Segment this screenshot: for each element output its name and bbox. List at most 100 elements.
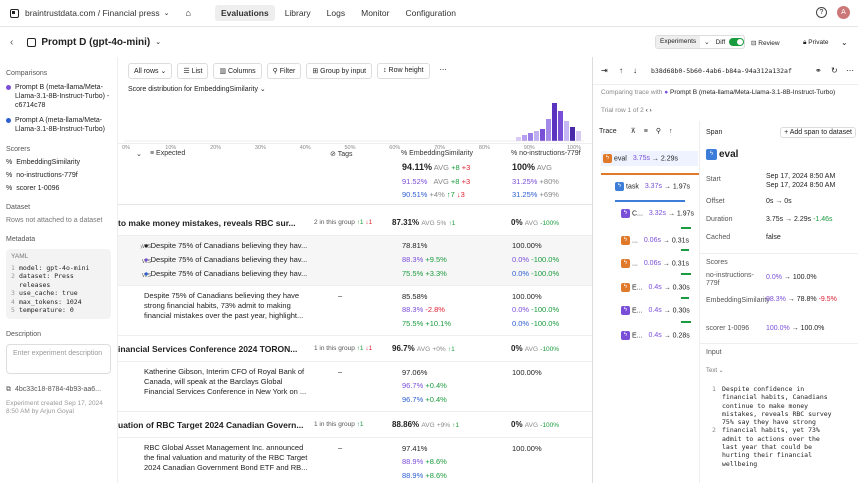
prev-icon[interactable]: ‹ [645,107,648,114]
trace-id[interactable]: b38d68b0-5b60-4ab6-b84a-94a312a132af [651,67,792,75]
arrow-up-icon[interactable]: ↑ [619,66,623,75]
ni-diff: -100.0% [531,255,560,264]
experiments-diff-toggle[interactable]: Experiments ⌄ Diff [655,35,745,49]
home-icon[interactable]: ⌂ [185,8,191,18]
expected-column-header[interactable]: ≡ Expected [150,150,186,157]
add-span-button[interactable]: + Add span to dataset [780,127,856,138]
avatar[interactable]: A [837,6,850,19]
tags-column-header[interactable]: ⊘ Tags [330,151,353,158]
expand-icon[interactable]: › [140,242,143,251]
columns-button[interactable]: ▥ Columns [213,63,262,79]
group-row[interactable]: to make money mistakes, reveals RBC sur.… [118,210,592,236]
columns-label: Columns [228,68,256,75]
nav-logs[interactable]: Logs [326,8,346,18]
group-by-button[interactable]: ⊞ Group by input [306,63,373,79]
trace-span-item[interactable]: ϟ E... 0.4s → 0.30s [621,306,693,315]
row-text: ● Despite 75% of Canadians believing the… [144,255,307,265]
close-panel-icon[interactable]: ⇥ [601,66,608,75]
nav-evaluations[interactable]: Evaluations [214,5,275,21]
refresh-icon[interactable]: ↻ [831,66,838,75]
comparison-item[interactable]: Prompt B (meta-llama/Meta-Llama-3.1-8B-I… [6,83,111,110]
more-options-icon[interactable]: ⋯ [439,67,447,74]
back-arrow-icon[interactable]: ‹ [10,36,14,48]
org-breadcrumb[interactable]: braintrustdata.com / Financial press [25,8,160,18]
score-b: 88.9% [402,457,424,466]
embedding-column-header[interactable]: % EmbeddingSimilarity [401,150,473,157]
yaml-label: YAML [11,253,29,260]
histogram-bar [546,119,551,141]
embedding-b-score: 91.52% [402,177,428,186]
trace-span-item[interactable]: ϟ eval 3.75s → 2.29s [601,151,698,166]
chevron-down-icon[interactable]: ⌄ [841,38,848,47]
review-button[interactable]: ⊟ Review [751,40,780,47]
next-icon[interactable]: › [649,107,652,114]
scores-heading: Scores [706,259,728,266]
filter-icon[interactable]: ⚲ [655,128,661,135]
private-button[interactable]: 🔒︎ Private [803,39,829,46]
table-toolbar: All rows ⌄ ☰ List ▥ Columns ⚲ Filter ⊞ G… [128,63,452,79]
span-duration: 0.4s [648,307,662,315]
span-duration-compare: 2.29s [660,155,678,163]
group-row[interactable]: uation of RBC Target 2024 Canadian Gover… [118,412,592,438]
collapse-icon[interactable]: ⊼ [630,128,636,135]
more-icon[interactable]: ⋯ [846,66,854,75]
span-timing-bar [681,249,689,251]
experiment-id[interactable]: ⧉ 4bc33c18-8784-4b93-aa6... [6,386,111,394]
group-row[interactable]: inancial Services Conference 2024 TORON.… [118,336,592,362]
group-by-label: Group by input [320,68,367,75]
no-instructions-avg: 100% AVG [512,162,552,172]
row-height-button[interactable]: ↕ Row height [377,63,430,79]
span-type-icon: ϟ [621,331,630,340]
trace-span-item[interactable]: ϟ E... 0.4s → 0.28s [621,331,693,340]
score-value: 97.41% [402,444,428,453]
comparing-target[interactable]: Prompt B (meta-llama/Meta-Llama-3.1-8B-I… [669,89,836,96]
embedding-a-diff: +4% [429,190,445,199]
description-heading: Description [6,330,42,338]
comparison-item[interactable]: Prompt A (meta-llama/Meta-Llama-3.1-8B-I… [6,116,111,134]
table-row[interactable]: Despite 75% of Canadians believing they … [118,286,592,336]
dataset-heading: Dataset [6,204,31,211]
timeline-icon[interactable]: ≡ [643,127,648,135]
all-rows-select[interactable]: All rows ⌄ [128,63,173,79]
table-row[interactable]: RBC Global Asset Management Inc. announc… [118,438,592,483]
trace-span-item[interactable]: ϟ... 0.06s → 0.31s [621,236,693,245]
histogram-bar [564,121,569,141]
series-dot-icon: ● [144,269,149,278]
diff-switch[interactable] [729,38,744,46]
table-row[interactable]: Katherine Gibson, Interim CFO of Royal B… [118,362,592,412]
trial-row-label: Trial row 1 of 2 [601,107,644,114]
table-row[interactable]: › ws ws ws ● Despite 75% of Canadians be… [118,236,592,286]
input-format-select[interactable]: Text ⌄ [706,368,724,374]
trace-span-item[interactable]: ϟ C... 3.32s → 1.97s [621,209,694,218]
trace-span-item[interactable]: ϟ... 0.06s → 0.31s [621,259,693,268]
dataset-text: Rows not attached to a dataset [6,217,103,224]
columns-icon: ▥ [219,68,227,75]
nav-library[interactable]: Library [284,8,311,18]
yaml-line-number: 5 [11,306,15,314]
expand-icon[interactable]: ⌄ [136,151,142,158]
chevron-down-icon[interactable]: ⌄ [163,10,170,17]
trace-span-item[interactable]: ϟ task 3.37s → 1.97s [615,182,693,191]
link-icon[interactable]: ⚭ [815,66,822,75]
yaml-line: 3 use_cache: true [11,289,106,298]
no-instructions-column-header[interactable]: % no-instructions-779f [511,150,581,157]
list-button[interactable]: ☰ List [177,63,209,79]
trace-span-item[interactable]: ϟ E... 0.4s → 0.30s [621,283,693,292]
yaml-text: releases [19,280,51,289]
help-icon[interactable]: ? [816,7,827,18]
sort-icon[interactable]: ↑ [669,127,673,135]
ni-a: 0.0% [512,269,530,278]
row-text-value: Despite 75% of Canadians believing they … [150,269,308,278]
group-ni-diff: -100% [540,422,560,429]
offset-label: Offset [706,198,725,205]
nav-configuration[interactable]: Configuration [405,8,457,18]
arrow-down-icon[interactable]: ↓ [633,66,637,75]
experiment-title[interactable]: Prompt D (gpt-4o-mini) [41,36,151,48]
chevron-down-icon[interactable]: ⌄ [155,39,162,46]
row-text: 2024 Canadian Government Bond ETF and RB… [144,463,308,472]
distribution-title[interactable]: Score distribution for EmbeddingSimilari… [128,86,266,93]
nav-monitor[interactable]: Monitor [361,8,390,18]
histogram-tick-label: 70% [434,145,445,151]
description-input[interactable]: Enter experiment description [6,343,111,374]
filter-button[interactable]: ⚲ Filter [266,63,302,79]
